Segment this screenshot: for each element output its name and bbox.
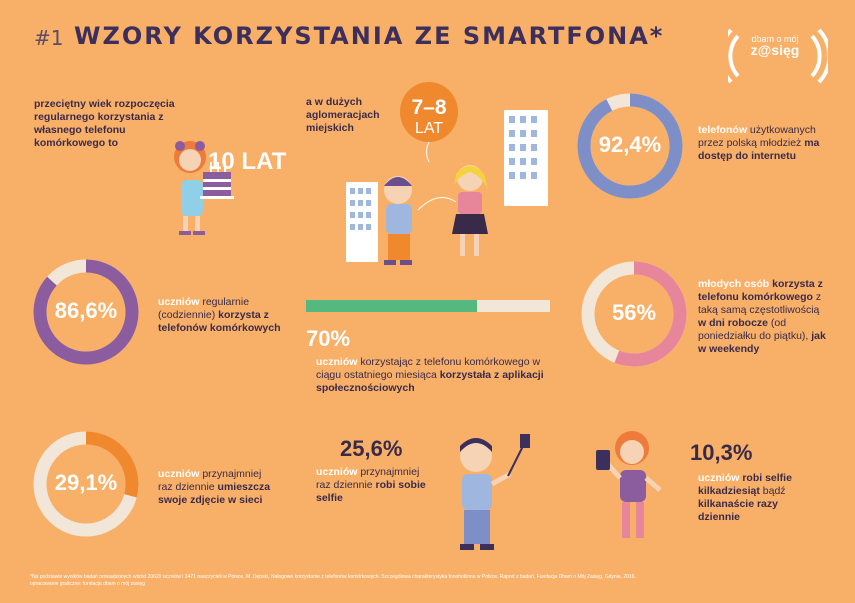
ring-chart-stat-5	[33, 431, 139, 537]
girl-with-cake-illustration	[174, 141, 234, 235]
stat-1-value: 92,4%	[598, 132, 662, 157]
stat-7-description: uczniów robi selfie kilkadziesiąt bądź k…	[698, 472, 814, 524]
logo-line-2: z@sięg	[750, 42, 800, 58]
stat-1-text: użytkowanych przez polską młodzież	[698, 124, 816, 149]
city-description: a w dużych aglomeracjach miejskich	[306, 96, 380, 134]
brand-logo: dbam o mój z@sięg	[728, 26, 828, 86]
stat-5-text: przynajmniej raz dziennie	[158, 468, 262, 493]
ring-value-arc	[581, 261, 687, 367]
stat-7-bold-1: robi selfie kilkadziesiąt	[698, 472, 792, 497]
stat-6-description: uczniów przynajmniej raz dziennie robi s…	[316, 466, 434, 505]
stat-5-bold: umieszcza swoje zdjęcie w sieci	[158, 481, 271, 506]
stat-5-accent: uczniów	[158, 468, 200, 480]
stat-6-text: przynajmniej raz dziennie	[316, 466, 420, 491]
stat-4-text-2: (od poniedziałku do piątku),	[698, 317, 812, 342]
stat-3-accent: uczniów	[316, 356, 358, 368]
stat-7-value: 10,3%	[690, 440, 753, 465]
stat-3-bold: korzystała z aplikacji społecznościowych	[316, 369, 544, 394]
stat-2-value: 86,6%	[54, 298, 118, 323]
stat-4-description: młodych osób korzysta z telefonu komórko…	[698, 278, 830, 356]
city-value-unit: LAT	[414, 120, 444, 137]
stat-1-bold: ma dostęp do internetu	[698, 137, 820, 162]
stat-1-accent: telefonów	[698, 124, 747, 136]
stat-4-bold-3: jak w weekendy	[698, 330, 826, 355]
stat-4-bold-1: korzysta z telefonu komórkowego	[698, 278, 823, 303]
signal-waves-icon	[728, 28, 828, 84]
stat-5-value: 29,1%	[54, 470, 118, 495]
header-number: #1	[34, 26, 64, 50]
age-description: przeciętny wiek rozpoczęcia regularnego …	[34, 98, 175, 149]
age-value: 10 LAT	[208, 148, 287, 175]
stat-3-description: uczniów korzystając z telefonu komórkowe…	[316, 356, 550, 395]
ring-chart-stat-4	[581, 261, 687, 367]
stat-2-description: uczniów regularnie (codziennie) korzysta…	[158, 296, 288, 335]
city-value: 7–8	[411, 96, 447, 119]
footnote: *Na podstawie wyników badań prowadzonych…	[30, 574, 810, 588]
logo-text: dbam o mój z@sięg	[746, 34, 804, 58]
footnote-line-1: *Na podstawie wyników badań prowadzonych…	[30, 574, 636, 580]
page-title: WZORY KORZYSTANIA ZE SMARTFONA*	[74, 22, 665, 50]
stat-5-description: uczniów przynajmniej raz dziennie umiesz…	[158, 468, 276, 507]
stat-1-description: telefonów użytkowanych przez polską młod…	[698, 124, 828, 163]
ring-chart-stat-1	[577, 93, 683, 199]
stat-6-value: 25,6%	[340, 436, 403, 461]
balloon-icon	[400, 82, 458, 162]
ring-value-arc	[33, 259, 139, 365]
stat-3-text: korzystając z telefonu komórkowego w cią…	[316, 356, 541, 381]
stat-6-accent: uczniów	[316, 466, 358, 478]
selfie-girl-illustration	[596, 431, 662, 538]
stat-4-text-1: z taką samą częstotliwością	[698, 291, 822, 316]
stat-3-progress-fill	[306, 300, 477, 312]
stat-4-accent: młodych osób	[698, 278, 770, 290]
ring-value-arc	[577, 93, 683, 199]
stat-3-progress-track	[306, 300, 550, 312]
stat-2-bold: korzysta z telefonów komórkowych	[158, 309, 281, 334]
ring-chart-stat-2	[33, 259, 139, 365]
footnote-line-2: opracowanie graficzne: fundacja dbam o m…	[30, 581, 146, 587]
logo-line-1: dbam o mój	[751, 34, 799, 44]
stat-4-value: 56%	[611, 300, 657, 325]
stat-7-accent: uczniów	[698, 472, 740, 484]
stat-6-bold: robi sobie selfie	[316, 479, 426, 504]
stat-3-value: 70%	[306, 326, 351, 351]
stat-2-accent: uczniów	[158, 296, 200, 308]
stat-7-bold-2: kilkanaście razy dziennie	[698, 498, 778, 523]
stat-2-text: regularnie (codziennie)	[158, 296, 250, 321]
selfie-boy-illustration	[460, 434, 530, 550]
stat-7-text: bądź	[759, 485, 786, 497]
city-kids-illustration	[346, 110, 548, 265]
stat-4-bold-2: w dni robocze	[698, 317, 769, 329]
ring-value-arc	[33, 431, 139, 537]
